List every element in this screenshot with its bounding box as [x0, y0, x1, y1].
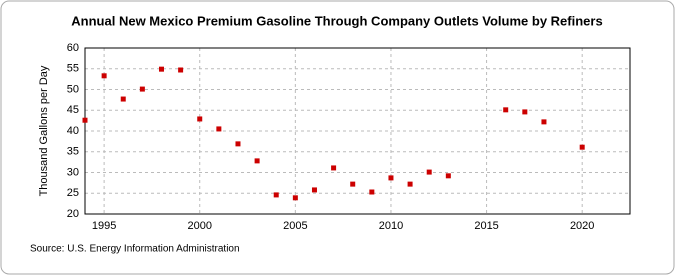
- plot-area: [84, 47, 631, 215]
- point: [197, 116, 203, 122]
- point: [254, 158, 260, 164]
- y-tick-label: 25: [67, 187, 79, 199]
- point: [445, 173, 451, 179]
- y-tick-label: 40: [67, 125, 79, 137]
- point: [331, 165, 337, 171]
- y-tick-label: 45: [67, 104, 79, 116]
- y-axis-label: Thousand Gallons per Day: [38, 65, 50, 196]
- x-tick-label: 2015: [474, 220, 498, 232]
- y-tick-label: 60: [67, 42, 79, 54]
- point: [503, 107, 509, 113]
- point: [541, 119, 547, 125]
- point: [369, 189, 375, 195]
- point: [311, 187, 317, 193]
- point: [178, 67, 184, 73]
- point: [120, 96, 126, 102]
- source: Source: U.S. Energy Information Administ…: [30, 244, 240, 255]
- x-tick-label: 1995: [92, 220, 116, 232]
- point: [273, 192, 279, 198]
- y-tick-label: 35: [67, 146, 79, 158]
- y-tick-label: 50: [67, 83, 79, 95]
- chart-title: Annual New Mexico Premium Gasoline Throu…: [71, 13, 602, 28]
- y-tick-label: 30: [67, 166, 79, 178]
- point: [101, 73, 107, 79]
- point: [388, 175, 394, 181]
- point: [522, 109, 528, 115]
- point: [350, 181, 356, 187]
- y-tick-label: 20: [67, 208, 79, 220]
- y-tick-label: 55: [67, 63, 79, 75]
- x-tick-label: 2000: [187, 220, 211, 232]
- point: [426, 169, 432, 175]
- point: [235, 141, 241, 147]
- point: [407, 181, 413, 187]
- point: [292, 195, 298, 201]
- x-tick-label: 2005: [283, 220, 307, 232]
- x-tick-label: 2010: [379, 220, 403, 232]
- point: [139, 86, 145, 92]
- point: [158, 66, 164, 72]
- point: [579, 144, 585, 150]
- point: [82, 117, 88, 123]
- x-tick-label: 2020: [570, 220, 594, 232]
- point: [216, 126, 222, 132]
